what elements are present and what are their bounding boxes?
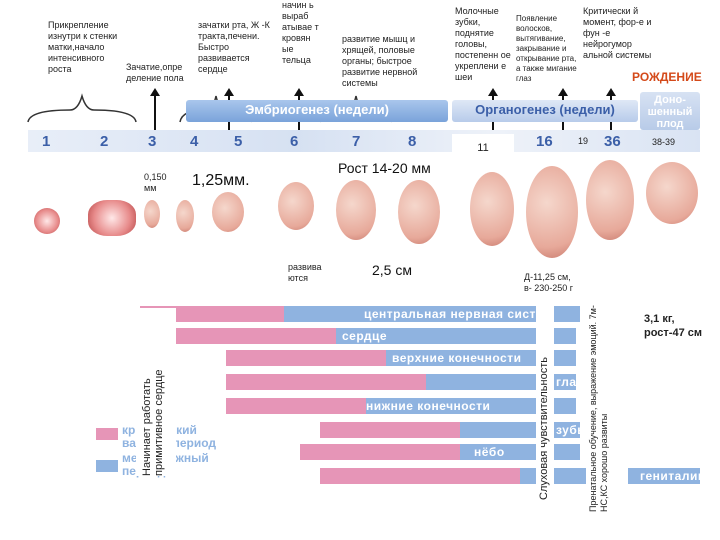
growth-label: Рост 14-20 мм: [338, 160, 431, 176]
palate-bar: нёбо: [460, 444, 580, 460]
blastocyst-image: [88, 200, 136, 236]
note-attachment: Прикрепление изнутри к стенки матки,нача…: [48, 20, 118, 74]
genitals-label: гениталии: [640, 469, 706, 483]
embryo-6w-image: [278, 182, 314, 230]
lower-limbs-label: нижние конечности: [366, 399, 491, 413]
legend-critical-swatch: [96, 428, 118, 440]
hearing-box: [536, 300, 554, 500]
note-hair: Появление волосков, вытягивание, закрыва…: [516, 14, 577, 83]
embryo-5w-image: [212, 192, 244, 232]
week-16: 16: [536, 133, 553, 150]
teeth-critical-bar: [320, 422, 460, 438]
organogenesis-header: Органогенез (недели): [452, 100, 638, 122]
embryogenesis-header: Эмбриогенез (недели): [186, 100, 448, 122]
arrow-head-critical: [606, 88, 616, 96]
week-11: 11: [452, 134, 514, 156]
cns-critical-bar: [140, 306, 284, 322]
upper-limbs-critical-bar: [226, 350, 386, 366]
arrow-head-hair: [558, 88, 568, 96]
legend-less-swatch: [96, 460, 118, 472]
embryo-4w-image: [176, 200, 194, 232]
organogenesis-title: Органогенез (недели): [475, 102, 615, 117]
lower-limbs-critical-bar: [226, 398, 366, 414]
size-125: 1,25мм.: [192, 172, 250, 189]
week-7: 7: [352, 133, 361, 150]
heart-start-box: [136, 308, 176, 476]
week-4: 4: [190, 133, 199, 150]
week-19: 19: [578, 136, 589, 146]
week-3: 3: [148, 133, 157, 150]
prenatal-box: [586, 300, 628, 512]
palate-critical-bar: [300, 444, 460, 460]
week-36: 36: [604, 133, 621, 150]
arrow-blood: [298, 96, 300, 150]
fetus-16w-image: [526, 166, 578, 258]
eyes-critical-bar: [226, 374, 426, 390]
eyes-label: глаза: [556, 375, 591, 389]
week-8: 8: [408, 133, 417, 150]
hearing-note: Слуховая чувствительность: [538, 357, 550, 500]
arrow-head-conception: [150, 88, 160, 96]
newborn-image: [646, 162, 698, 224]
newborn-header: Доно- шенный плод: [640, 92, 700, 130]
note-muscles: развитие мышц и хрящей, половые органы; …: [342, 34, 418, 88]
week-38-39: 38-39: [652, 137, 676, 147]
heart-critical-bar: [176, 328, 336, 344]
embryo-7w-image: [336, 180, 376, 240]
embryo-3w-image: [144, 200, 160, 228]
newborn-title: Доно- шенный плод: [647, 94, 693, 130]
week-6: 6: [290, 133, 299, 150]
arrow-conception: [154, 96, 156, 150]
palate-label: нёбо: [474, 445, 505, 459]
cns-label: центральная нервная систе: [364, 307, 544, 321]
heart-start-note: Начинает работать примитивное сердце: [141, 369, 165, 476]
birth-label: РОЖДЕНИЕ: [632, 70, 702, 84]
week-1: 1: [42, 133, 51, 150]
note-conception: Зачатие,опре деление пола: [126, 62, 184, 83]
note-critical: Критически й момент, фор-е и фун -е нейр…: [583, 6, 652, 60]
size-25: 2,5 см: [372, 262, 412, 278]
lower-limbs-bar: нижние конечности: [366, 398, 576, 414]
prenatal-note: Пренатальное обучение, выражение эмоций.…: [588, 305, 609, 512]
note-mouth: зачатки рта, Ж -К тракта,печени. Быстро …: [198, 20, 270, 74]
week-5: 5: [234, 133, 243, 150]
fetus-19w-image: [586, 160, 634, 240]
embryo-8w-image: [398, 180, 440, 244]
heart-label: сердце: [342, 329, 388, 343]
newborn-weight: 3,1 кг, рост-47 см: [644, 313, 703, 339]
teeth-bar: зубы: [460, 422, 588, 438]
note-blood-cells: начин ь выраб атывае т кровян ые тельца: [282, 0, 319, 65]
arrow-head-teeth: [488, 88, 498, 96]
heart-bar: сердце: [336, 328, 576, 344]
fetus-11w-image: [470, 172, 514, 246]
upper-limbs-label: верхние конечности: [392, 351, 522, 365]
week-2: 2: [100, 133, 109, 150]
size-d11: Д-11,25 см, в- 230-250 г: [524, 272, 574, 293]
note-teeth: Молочные зубки, поднятие головы, постепе…: [455, 6, 511, 82]
arrow-head-mouth: [224, 88, 234, 96]
genitals-critical-bar: [320, 468, 520, 484]
arrow-head-blood: [294, 88, 304, 96]
cns-bar: центральная нервная систе: [284, 306, 580, 322]
develops-label: развива ются: [288, 262, 322, 283]
teeth-label: зубы: [556, 423, 588, 437]
size-015: 0,150 мм: [144, 172, 167, 193]
upper-limbs-bar: верхние конечности: [386, 350, 576, 366]
week-strip: [28, 130, 700, 152]
arrow-mouth: [228, 96, 230, 150]
zygote-image: [34, 208, 60, 234]
embryogenesis-title: Эмбриогенез (недели): [245, 102, 389, 117]
